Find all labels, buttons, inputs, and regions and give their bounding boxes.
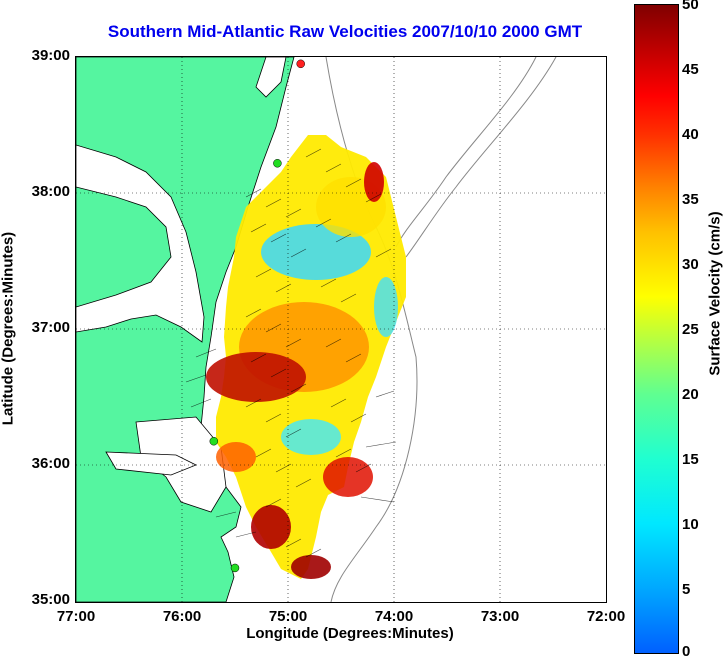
station-layer (209, 59, 305, 573)
station-marker (209, 436, 219, 446)
colorbar-tick: 5 (682, 581, 691, 598)
colorbar-tick: 15 (682, 451, 699, 468)
ytick-label: 35:00 (31, 591, 70, 608)
colorbar-tick: 50 (682, 0, 699, 13)
map-plot-area (75, 56, 607, 603)
colorbar-tick: 25 (682, 321, 699, 338)
xtick-label: 75:00 (268, 608, 308, 625)
ytick-label: 37:00 (31, 319, 70, 336)
colorbar-tick: 10 (682, 516, 699, 533)
bathymetry-contour (395, 57, 537, 248)
chesapeake-bay (76, 144, 205, 343)
y-axis-label: Latitude (Degrees:Minutes) (0, 231, 17, 426)
xtick-label: 72:00 (586, 608, 626, 625)
albemarle-sound (105, 451, 197, 476)
grid (76, 57, 606, 602)
station-marker (296, 59, 305, 69)
xtick-label: 76:00 (162, 608, 202, 625)
colorbar (634, 4, 679, 654)
x-axis-label: Longitude (Degrees:Minutes) (246, 625, 454, 642)
delaware-bay (255, 57, 287, 98)
colorbar-tick: 45 (682, 61, 699, 78)
ytick-label: 39:00 (31, 47, 70, 64)
vector-arrows (185, 148, 397, 558)
ytick-label: 38:00 (31, 183, 70, 200)
map-canvas (76, 57, 606, 602)
station-marker (230, 563, 240, 573)
station-marker (273, 159, 282, 168)
colorbar-tick: 30 (682, 256, 699, 273)
bathymetry-contour (405, 57, 557, 258)
colorbar-tick: 0 (682, 643, 691, 660)
velocity-field (185, 135, 406, 579)
colorbar-tick: 40 (682, 126, 699, 143)
map-title: Southern Mid-Atlantic Raw Velocities 200… (107, 22, 583, 41)
colorbar-tick: 20 (682, 386, 699, 403)
colorbar-tick: 35 (682, 191, 699, 208)
xtick-label: 73:00 (480, 608, 520, 625)
ytick-label: 36:00 (31, 455, 70, 472)
colorbar-label: Surface Velocity (cm/s) (706, 211, 724, 376)
xtick-label: 74:00 (374, 608, 414, 625)
xtick-label: 77:00 (56, 608, 96, 625)
